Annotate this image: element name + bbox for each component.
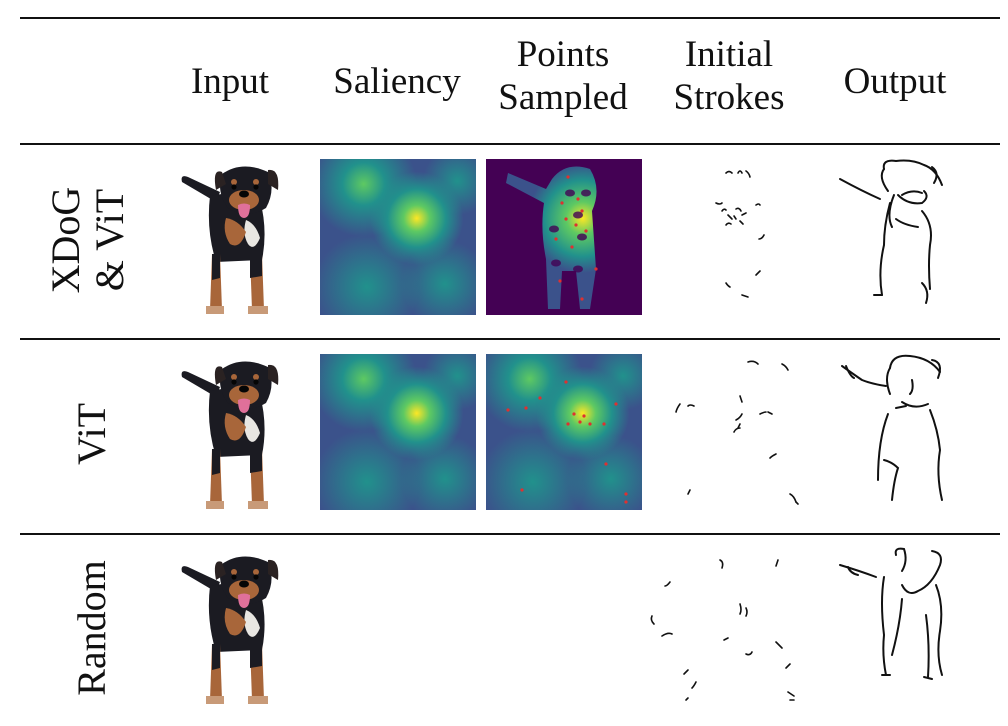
- column-header-points-sampled: Points Sampled: [498, 34, 628, 118]
- output-sketch: [839, 159, 943, 304]
- column-header-output: Output: [843, 61, 947, 102]
- row-label-vit: ViT: [69, 402, 114, 466]
- column-header-initial-strokes: Initial Strokes: [673, 34, 785, 118]
- row-divider-2: [20, 533, 1000, 535]
- column-header-saliency: Saliency: [333, 61, 461, 102]
- saliency-map: [320, 354, 476, 510]
- initial-strokes: [715, 170, 765, 298]
- output-sketch: [839, 547, 943, 680]
- column-header-input: Input: [190, 61, 270, 102]
- input-dog-image: [181, 361, 279, 509]
- input-dog-image: [181, 556, 279, 704]
- header-rule: [20, 143, 1000, 145]
- points-sampled-map: [486, 159, 642, 315]
- row-divider-1: [20, 338, 1000, 340]
- saliency-map: [320, 159, 476, 315]
- row-label-xdog-vit: XDoG & ViT: [43, 186, 132, 294]
- row-label-random: Random: [69, 560, 114, 696]
- initial-strokes: [675, 360, 799, 505]
- input-dog-image: [181, 166, 279, 314]
- output-sketch: [841, 354, 943, 501]
- top-rule: [20, 17, 1000, 19]
- points-sampled-map: [486, 354, 642, 510]
- initial-strokes: [650, 559, 795, 701]
